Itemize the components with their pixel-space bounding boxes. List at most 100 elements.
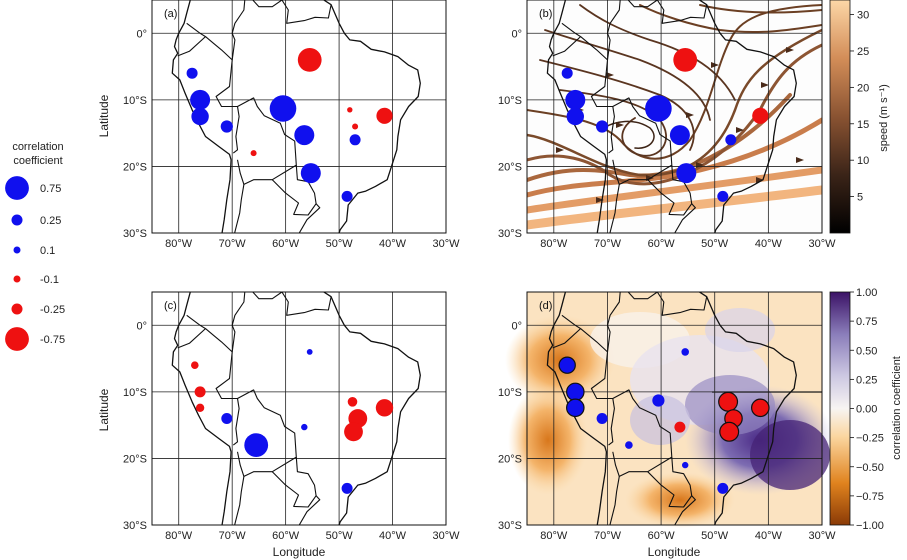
station-marker — [717, 190, 729, 202]
station-marker — [190, 89, 211, 110]
country-border — [552, 36, 581, 57]
station-marker — [625, 441, 633, 449]
longitude-tick-label: 60°W — [648, 530, 676, 542]
country-border — [606, 292, 621, 352]
streamline-arrow — [596, 197, 604, 203]
country-border — [252, 0, 332, 24]
longitude-tick-label: 80°W — [540, 530, 568, 542]
longitude-tick-label: 50°W — [326, 530, 354, 542]
legend-title-line2: coefficient — [13, 155, 62, 167]
longitude-tick-label: 70°W — [594, 530, 622, 542]
streamline-arrow — [796, 157, 804, 163]
speed-colorbar-tick-label: 10 — [857, 155, 869, 167]
speed-colorbar-tick-label: 30 — [857, 10, 869, 22]
wind-streamline — [527, 4, 822, 160]
longitude-tick-label: 80°W — [165, 530, 193, 542]
latitude-tick-label: 20°S — [498, 453, 522, 465]
legend-title-line1: correlation — [12, 141, 63, 153]
station-marker — [682, 461, 689, 469]
country-border — [647, 165, 693, 216]
station-marker — [725, 134, 737, 146]
wind-streamline — [527, 28, 822, 177]
correlation-colorbar-tick-label: −0.50 — [856, 462, 884, 474]
station-marker — [191, 361, 199, 370]
country-border — [252, 292, 332, 316]
station-marker — [669, 125, 690, 146]
legend-item-label: 0.1 — [40, 245, 55, 257]
longitude-tick-label: 50°W — [701, 530, 729, 542]
legend-item-label: -0.1 — [40, 274, 59, 286]
station-marker — [558, 356, 576, 374]
latitude-tick-label: 10°S — [498, 387, 522, 399]
station-marker — [673, 48, 698, 72]
latitude-tick-label: 0° — [136, 28, 147, 40]
wind-streamline — [527, 117, 822, 198]
longitude-tick-label: 30°W — [808, 238, 836, 250]
station-marker — [186, 67, 198, 79]
panel-d: (d) — [505, 291, 835, 528]
correlation-colorbar-ramp — [829, 291, 851, 526]
streamline-arrow — [606, 72, 614, 78]
longitude-tick-label: 30°W — [808, 530, 836, 542]
latitude-tick-label: 10°S — [123, 95, 147, 107]
panel-d-label: (d) — [539, 300, 552, 312]
station-marker — [301, 423, 308, 431]
station-marker — [376, 107, 393, 124]
country-border — [271, 165, 317, 216]
wind-streamline — [579, 4, 736, 101]
legend-item-label: 0.25 — [40, 215, 61, 227]
correlation-size-legend: correlation coefficient 0.75 0.25 0.1 -0.1 -… — [5, 141, 65, 351]
speed-colorbar-label: speed (m s⁻¹) — [878, 84, 890, 152]
longitude-tick-label: 40°W — [755, 530, 783, 542]
station-marker — [341, 190, 353, 202]
latitude-tick-label: 10°S — [123, 387, 147, 399]
country-border — [552, 328, 581, 349]
longitude-tick-label: 30°W — [432, 530, 460, 542]
streamline-arrow — [556, 147, 564, 153]
latitude-tick-label: 30°S — [498, 228, 522, 240]
legend-item-label: 0.75 — [40, 183, 61, 195]
wind-streamline — [599, 120, 655, 149]
panel-a: (a) — [151, 0, 447, 234]
legend-item-label: -0.25 — [40, 304, 65, 316]
streamline-arrow — [736, 127, 744, 133]
streamline-arrow — [756, 177, 764, 183]
correlation-colorbar-tick-label: 0.00 — [856, 404, 877, 416]
longitude-tick-label: 40°W — [755, 238, 783, 250]
longitude-tick-label: 30°W — [432, 238, 460, 250]
longitude-tick-label: 70°W — [594, 238, 622, 250]
wind-streamline — [539, 59, 695, 151]
station-marker — [352, 123, 359, 130]
panel-c-frame — [151, 291, 447, 526]
panel-d-frame — [526, 291, 823, 526]
longitude-tick-label: 60°W — [648, 238, 676, 250]
wind-streamline — [559, 89, 667, 157]
correlation-colorbar-label: correlation coefficient — [891, 356, 903, 460]
country-border — [674, 495, 696, 525]
longitude-tick-label: 80°W — [540, 238, 568, 250]
station-marker — [195, 403, 205, 412]
correlation-colorbar: 1.00 0.75 0.50 0.25 0.00 −0.25 −0.50 −0.75 −1.00… — [829, 287, 903, 532]
latitude-tick-label: 10°S — [498, 95, 522, 107]
panel-a-stations — [186, 48, 393, 202]
longitude-tick-label: 50°W — [326, 238, 354, 250]
station-marker — [596, 120, 609, 133]
station-marker — [674, 421, 686, 433]
country-border — [186, 314, 240, 446]
panel-a-label: (a) — [164, 8, 177, 20]
speed-colorbar-tick-label: 5 — [857, 192, 863, 204]
station-marker — [344, 422, 363, 442]
station-marker — [719, 421, 740, 442]
longitude-tick-label: 70°W — [219, 238, 247, 250]
legend-marker — [11, 303, 23, 315]
country-border — [236, 389, 297, 477]
station-marker — [306, 349, 313, 355]
latitude-tick-label: 20°S — [123, 453, 147, 465]
speed-colorbar-tick-label: 20 — [857, 82, 869, 94]
legend-marker — [5, 327, 29, 351]
station-marker — [566, 107, 584, 126]
longitude-tick-label: 60°W — [272, 530, 300, 542]
south-america-coastline — [171, 292, 421, 525]
country-border — [234, 184, 245, 233]
